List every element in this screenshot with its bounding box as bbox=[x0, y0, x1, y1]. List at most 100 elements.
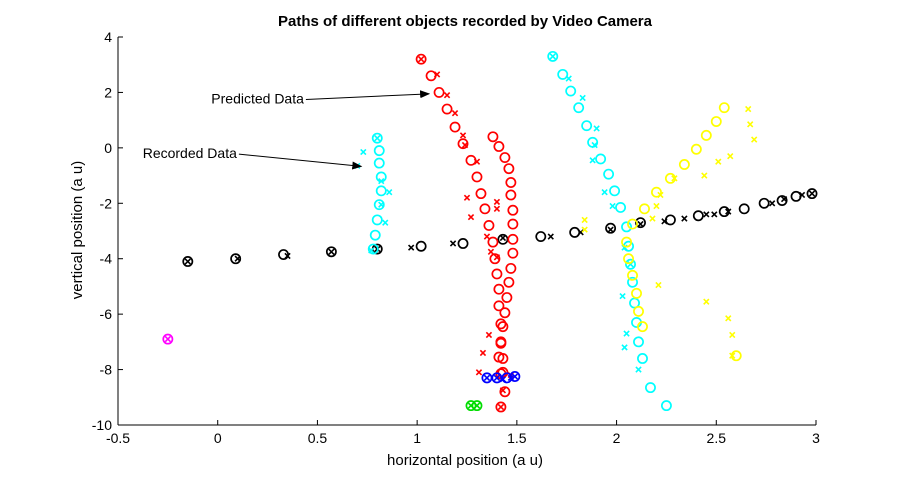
recorded-point bbox=[483, 233, 491, 240]
predicted-point bbox=[651, 186, 662, 198]
predicted-point bbox=[495, 318, 507, 330]
axes bbox=[117, 36, 817, 426]
recorded-point bbox=[653, 202, 660, 210]
predicted-point bbox=[415, 240, 427, 252]
predicted-point bbox=[505, 189, 517, 201]
recorded-point bbox=[479, 349, 487, 357]
predicted-point bbox=[499, 386, 511, 398]
predicted-point bbox=[509, 371, 521, 382]
predicted-point bbox=[493, 300, 505, 312]
predicted-point bbox=[547, 50, 559, 62]
predicted-point bbox=[664, 214, 676, 226]
series-4 bbox=[481, 371, 521, 384]
predicted-point bbox=[718, 102, 730, 114]
recorded-point bbox=[497, 403, 505, 411]
predicted-point bbox=[182, 256, 194, 267]
predicted-point bbox=[738, 203, 750, 215]
predicted-point bbox=[605, 222, 617, 234]
recorded-point bbox=[493, 198, 501, 206]
annotations: Predicted Data Recorded Data bbox=[143, 90, 431, 170]
predicted-point bbox=[645, 382, 656, 394]
x-tick-label: -0.5 bbox=[106, 430, 130, 446]
recorded-point bbox=[703, 298, 710, 305]
predicted-point bbox=[730, 350, 742, 362]
predicted-point bbox=[637, 321, 648, 333]
predicted-point bbox=[569, 226, 581, 238]
recorded-point bbox=[511, 373, 519, 380]
predicted-point bbox=[375, 171, 387, 183]
x-tick-label: 0 bbox=[214, 430, 222, 446]
recorded-point bbox=[649, 215, 656, 222]
predicted-point bbox=[639, 203, 650, 215]
y-tick-label: -8 bbox=[100, 362, 113, 378]
series-6 bbox=[162, 333, 174, 345]
predicted-point bbox=[678, 159, 690, 170]
recorded-point bbox=[581, 226, 588, 233]
y-tick-label: -2 bbox=[100, 195, 113, 211]
recorded-point bbox=[493, 374, 501, 382]
predicted-point bbox=[633, 305, 644, 317]
predicted-point bbox=[660, 400, 672, 412]
plot-area bbox=[162, 50, 818, 413]
recorded-point bbox=[547, 233, 554, 240]
predicted-point bbox=[609, 185, 621, 197]
recorded-point bbox=[499, 234, 507, 242]
predicted-point bbox=[230, 253, 242, 265]
recorded-point bbox=[483, 374, 491, 382]
predicted-point bbox=[603, 168, 615, 180]
series-2 bbox=[415, 53, 519, 413]
predicted-point bbox=[475, 188, 487, 200]
x-tick-label: 1.5 bbox=[507, 430, 527, 446]
predicted-point bbox=[433, 86, 445, 98]
recorded-point bbox=[655, 281, 662, 289]
predicted-point bbox=[495, 401, 507, 413]
predicted-point bbox=[629, 297, 640, 309]
predicted-point bbox=[573, 102, 585, 114]
predicted-point bbox=[425, 70, 437, 82]
predicted-point bbox=[373, 199, 385, 211]
predicted-point bbox=[627, 276, 638, 288]
recorded-point bbox=[637, 220, 644, 228]
y-tick-label: -4 bbox=[100, 251, 113, 267]
recorded-point bbox=[581, 216, 588, 224]
predicted-point bbox=[710, 116, 722, 127]
recorded-point bbox=[729, 331, 736, 339]
recorded-point bbox=[808, 190, 816, 197]
series-1 bbox=[354, 50, 672, 412]
predicted-point bbox=[581, 120, 593, 132]
annotation-arrow bbox=[305, 90, 431, 101]
recorded-point bbox=[725, 315, 732, 322]
y-tick-label: -10 bbox=[92, 417, 112, 433]
predicted-point bbox=[493, 141, 505, 152]
predicted-point bbox=[489, 253, 501, 265]
predicted-point bbox=[471, 171, 483, 183]
predicted-point bbox=[790, 190, 802, 202]
predicted-point bbox=[367, 243, 379, 255]
series-3 bbox=[581, 102, 758, 362]
recorded-point bbox=[360, 148, 367, 156]
predicted-point bbox=[565, 85, 577, 97]
recorded-point bbox=[475, 369, 483, 376]
recorded-point bbox=[407, 244, 415, 251]
recorded-point bbox=[493, 205, 501, 212]
predicted-point bbox=[471, 400, 483, 412]
recorded-point bbox=[451, 110, 459, 117]
predicted-point bbox=[627, 269, 638, 281]
annotation-label: Recorded Data bbox=[143, 145, 237, 161]
predicted-point bbox=[505, 177, 517, 188]
recorded-point bbox=[184, 258, 191, 265]
annotation-label: Predicted Data bbox=[211, 91, 304, 107]
recorded-point bbox=[768, 200, 776, 207]
predicted-point bbox=[495, 337, 507, 349]
predicted-point bbox=[375, 185, 387, 197]
predicted-point bbox=[507, 247, 519, 259]
recorded-point bbox=[745, 105, 752, 113]
recorded-point bbox=[681, 215, 688, 222]
x-axis-label: horizontal position (a u) bbox=[387, 452, 543, 469]
predicted-point bbox=[507, 204, 519, 216]
recorded-point bbox=[467, 213, 475, 221]
x-tick-label: 3 bbox=[812, 430, 820, 446]
predicted-point bbox=[465, 154, 477, 166]
recorded-point bbox=[382, 219, 389, 226]
